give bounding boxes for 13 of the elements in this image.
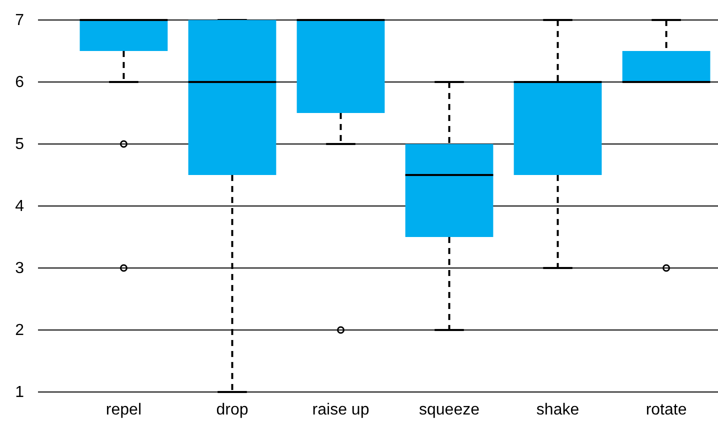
- x-tick-label: shake: [536, 401, 580, 418]
- x-tick-label: squeeze: [419, 401, 480, 418]
- x-tick-label: repel: [106, 401, 142, 418]
- x-tick-label: rotate: [646, 401, 687, 418]
- x-tick-label: raise up: [312, 401, 370, 418]
- y-tick-label: 5: [15, 136, 24, 154]
- x-tick-label: drop: [216, 401, 248, 418]
- y-tick-label: 6: [15, 74, 24, 92]
- y-tick-label: 7: [15, 12, 24, 30]
- y-tick-label: 4: [15, 198, 24, 216]
- y-tick-label: 3: [15, 260, 24, 278]
- y-tick-label: 2: [15, 322, 24, 340]
- y-tick-label: 1: [15, 384, 24, 402]
